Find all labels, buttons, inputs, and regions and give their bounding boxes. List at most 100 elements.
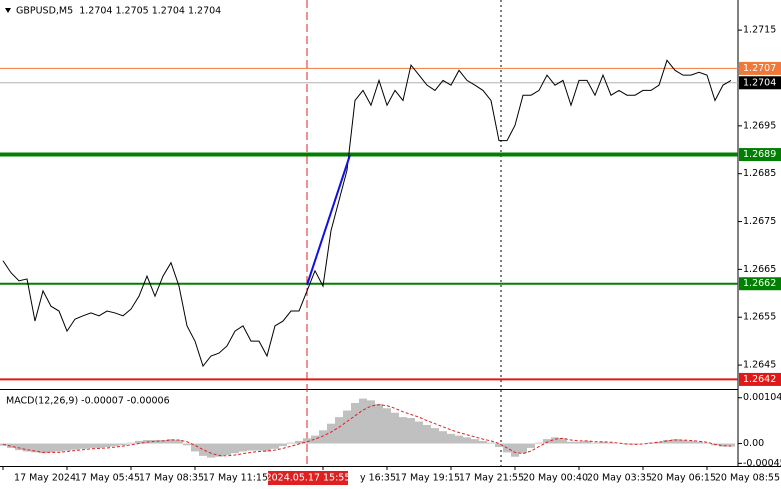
macd-bar xyxy=(439,431,447,444)
last-price-box xyxy=(739,76,781,90)
y-tick-label: -0.00045 xyxy=(743,458,781,469)
x-tick-label: 20 May 08:55 xyxy=(715,473,780,484)
macd-bar xyxy=(263,443,271,452)
macd-bar xyxy=(127,442,135,444)
macd-bar xyxy=(567,441,575,444)
plot xyxy=(0,59,738,458)
macd-bar xyxy=(47,443,55,453)
x-tick-label: 17 May 2024 xyxy=(14,473,76,484)
macd-bar xyxy=(103,443,111,448)
y-tick-label: 1.2665 xyxy=(743,264,776,275)
trend-line xyxy=(306,154,351,286)
macd-bar xyxy=(511,443,519,457)
macd-bar xyxy=(399,417,407,444)
macd-bar xyxy=(295,440,303,444)
macd-bar xyxy=(455,435,463,444)
collapse-icon xyxy=(5,8,11,13)
macd-bar xyxy=(415,421,423,444)
macd-bar xyxy=(111,443,119,447)
macd-bar xyxy=(471,439,479,444)
last-price-label: 1.2704 xyxy=(743,77,776,88)
macd-bar xyxy=(559,438,567,444)
macd-bar xyxy=(687,440,695,444)
macd-bar xyxy=(495,443,503,448)
macd-bar xyxy=(391,412,399,444)
macd-bar xyxy=(207,443,215,458)
macd-bar xyxy=(215,443,223,457)
macd-bar xyxy=(247,443,255,451)
macd-bar xyxy=(223,443,231,455)
macd-bar xyxy=(303,438,311,444)
macd-bar xyxy=(543,439,551,444)
macd-bar xyxy=(431,428,439,444)
macd-bar xyxy=(7,443,15,448)
macd-bar xyxy=(583,440,591,444)
macd-bar xyxy=(479,440,487,444)
macd-bar xyxy=(175,440,183,444)
macd-bar xyxy=(95,443,103,448)
x-tick-label: y 16:35 xyxy=(360,473,396,484)
macd-title: MACD(12,26,9) -0.00007 -0.00006 xyxy=(6,396,170,407)
macd-bar xyxy=(335,417,343,444)
macd-bar xyxy=(279,443,287,447)
y-tick-label: 0.00104 xyxy=(743,392,781,403)
macd-bar xyxy=(695,441,703,444)
macd-bar xyxy=(383,408,391,444)
macd-bar xyxy=(527,443,535,448)
macd-bar xyxy=(591,442,599,444)
y-tick-label: 1.2695 xyxy=(743,120,776,131)
macd-bar xyxy=(199,443,207,456)
level-label-box xyxy=(739,277,781,291)
macd-bar xyxy=(135,440,143,444)
macd-bar xyxy=(287,442,295,444)
macd-bar xyxy=(239,443,247,452)
signal-line xyxy=(2,404,732,457)
macd-bar xyxy=(487,442,495,444)
macd-bar xyxy=(447,433,455,444)
x-tick-label: 17 May 21:55 xyxy=(459,473,524,484)
level-label: 1.2642 xyxy=(743,374,776,385)
macd-bar xyxy=(679,440,687,444)
macd-bar xyxy=(15,443,23,451)
chart-title: GBPUSD,M5 1.2704 1.2705 1.2704 1.2704 xyxy=(16,6,221,17)
level-label: 1.2689 xyxy=(743,149,776,160)
macd-bar xyxy=(703,442,711,444)
x-tick-label: 17 May 05:45 xyxy=(75,473,140,484)
macd-bar xyxy=(311,435,319,444)
level-label-box xyxy=(739,372,781,386)
macd-bar xyxy=(599,441,607,444)
y-tick-label: 1.2645 xyxy=(743,360,776,371)
macd-bar xyxy=(359,398,367,444)
macd-bar xyxy=(655,441,663,444)
x-tick-label: 20 May 03:35 xyxy=(587,473,652,484)
macd-bar xyxy=(87,443,95,448)
macd-bar xyxy=(423,425,431,444)
macd-bar xyxy=(23,443,31,452)
macd-bar xyxy=(255,443,263,451)
macd-bar xyxy=(407,417,415,444)
x-tick-label: 20 May 00:40 xyxy=(523,473,588,484)
y-tick-label: 0.00 xyxy=(743,438,764,449)
macd-bar xyxy=(519,443,527,454)
macd-bar xyxy=(151,440,159,444)
macd-bar xyxy=(367,400,375,444)
macd-bar xyxy=(343,410,351,444)
macd-bar xyxy=(319,430,327,444)
y-tick-label: 1.2675 xyxy=(743,216,776,227)
macd-bar xyxy=(551,437,559,444)
macd-bar xyxy=(535,442,543,444)
macd-bar xyxy=(671,439,679,444)
macd-bar xyxy=(719,443,727,447)
macd-bar xyxy=(463,437,471,444)
macd-bar xyxy=(191,443,199,452)
macd-bar xyxy=(327,423,335,444)
macd-bar xyxy=(607,442,615,444)
macd-bar xyxy=(167,439,175,444)
macd-bar xyxy=(663,440,671,444)
macd-bar xyxy=(183,443,191,446)
macd-bar xyxy=(727,443,735,447)
macd-bar xyxy=(119,443,127,446)
macd-bar xyxy=(39,443,47,454)
level-label-box xyxy=(739,148,781,162)
